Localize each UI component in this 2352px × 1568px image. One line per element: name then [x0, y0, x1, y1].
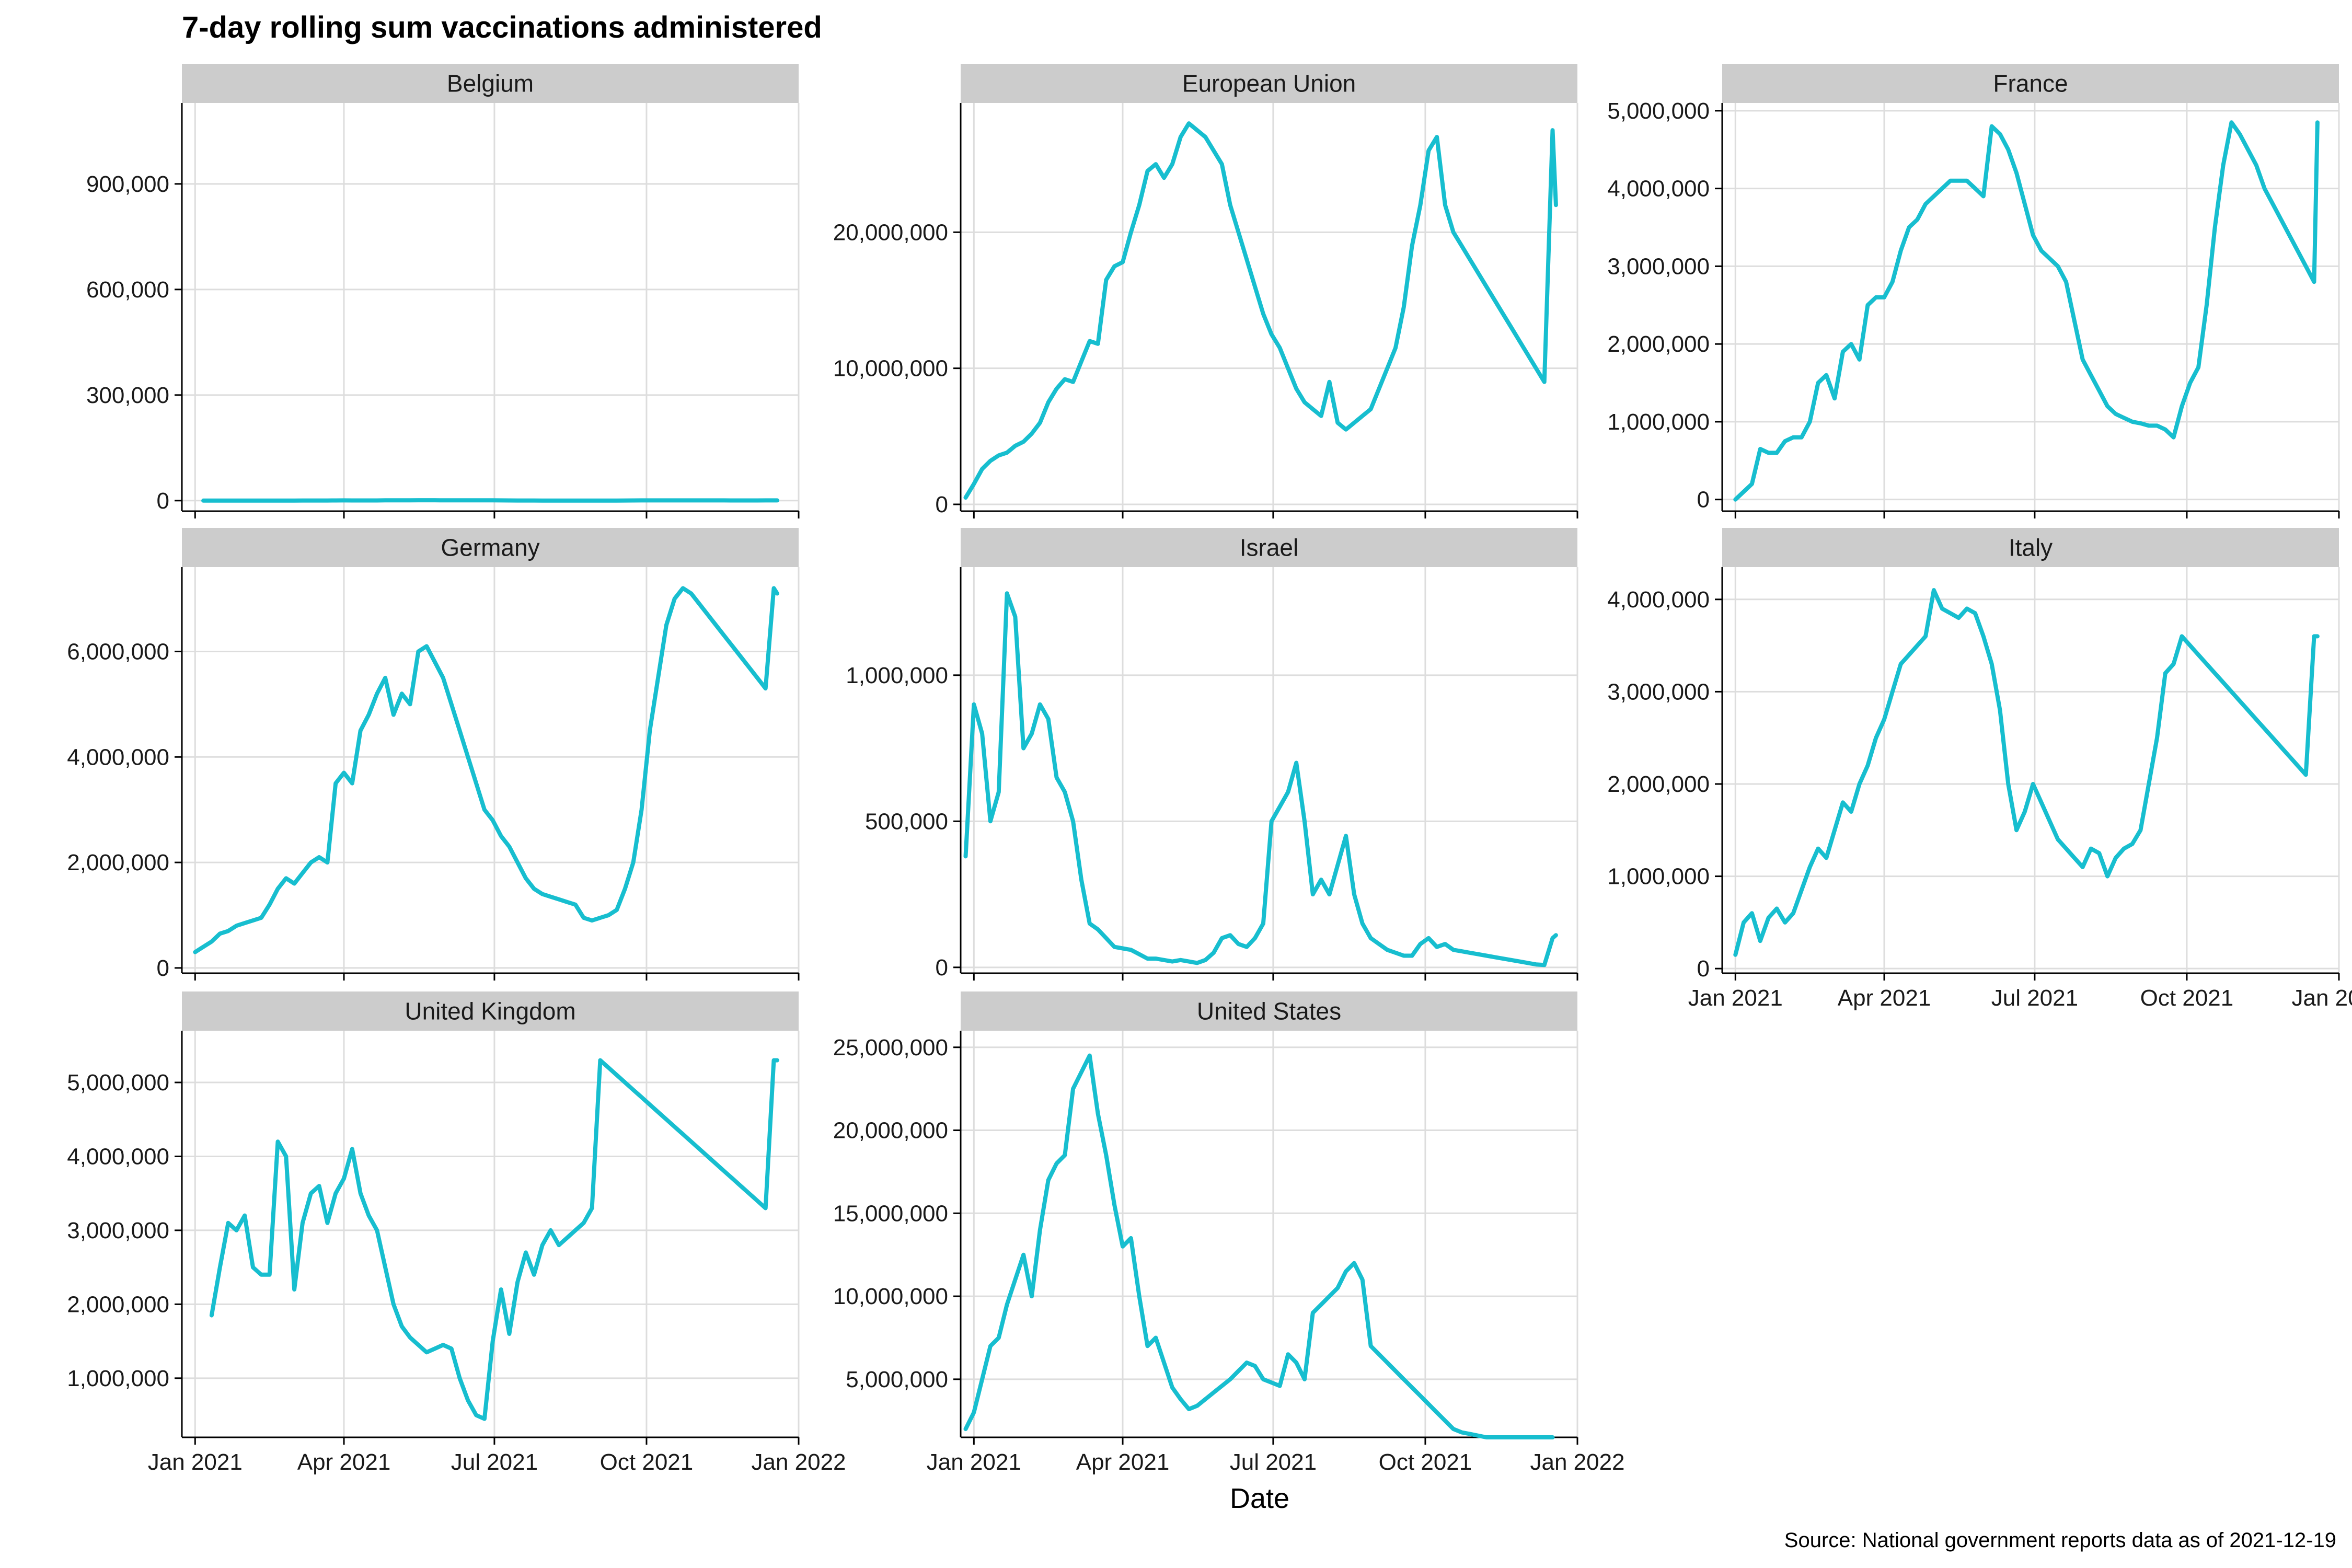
series-line-italy	[1733, 588, 2320, 957]
panel-title: Belgium	[447, 70, 534, 97]
panel-european-union: European Union 0 10,000,000 20,000,000	[833, 64, 1578, 518]
panel-title: Germany	[441, 534, 539, 561]
y-tick-label: 0	[936, 955, 948, 981]
panel-title: France	[1993, 70, 2068, 97]
source-caption: Source: National government reports data…	[1784, 1529, 2336, 1552]
x-tick-label: Jan 2021	[148, 1449, 243, 1475]
y-tick-label: 20,000,000	[833, 220, 948, 245]
y-tick-label: 10,000,000	[833, 1284, 948, 1309]
y-tick-label: 4,000,000	[1607, 587, 1710, 613]
x-tick-label: Apr 2021	[1838, 985, 1931, 1011]
panel-israel: Israel 0 500,000 1,000,000	[846, 528, 1578, 981]
chart-title: 7-day rolling sum vaccinations administe…	[182, 10, 822, 44]
panel-strip	[182, 991, 799, 1031]
panel-title: Italy	[2009, 534, 2053, 561]
series-line-belgium	[201, 498, 779, 503]
y-tick-label: 5,000,000	[67, 1070, 169, 1096]
y-tick-label: 3,000,000	[1607, 253, 1710, 279]
y-tick-label: 2,000,000	[1607, 331, 1710, 357]
series-line-european-union	[963, 121, 1558, 500]
y-tick-label: 15,000,000	[833, 1201, 948, 1226]
y-tick-label: 6,000,000	[67, 639, 169, 664]
y-tick-label: 1,000,000	[67, 1366, 169, 1391]
panel-strip	[1722, 528, 2339, 567]
y-tick-label: 600,000	[86, 277, 169, 303]
series-line-israel	[963, 591, 1558, 967]
y-tick-label: 10,000,000	[833, 356, 948, 382]
panel-title: Israel	[1240, 534, 1298, 561]
y-tick-label: 5,000,000	[846, 1367, 948, 1392]
series-line-united-states	[963, 1053, 1555, 1439]
y-tick-label: 1,000,000	[1607, 409, 1710, 435]
y-tick-label: 20,000,000	[833, 1118, 948, 1144]
panel-united-states: United States 5,000,000 10,000,000 15,000,0…	[833, 991, 1625, 1475]
y-tick-label: 0	[936, 492, 948, 517]
panel-belgium: Belgium 0 300,000 600,000 900,000	[86, 64, 800, 518]
x-tick-label: Jul 2021	[1230, 1449, 1317, 1475]
panel-strip	[961, 528, 1577, 567]
x-tick-label: Oct 2021	[2140, 985, 2234, 1011]
y-tick-label: 5,000,000	[1607, 98, 1710, 124]
panel-title: European Union	[1182, 70, 1356, 97]
y-tick-label: 0	[157, 488, 169, 514]
x-tick-label: Apr 2021	[297, 1449, 391, 1475]
series-line-germany	[193, 586, 779, 954]
x-tick-label: Jan 2021	[927, 1449, 1021, 1475]
panel-italy: Italy 0 1,000,000 2,000,000 3,000,000 4,000,0…	[1607, 528, 2352, 1011]
panel-strip	[182, 528, 799, 567]
panel-strip	[182, 64, 799, 103]
panel-title: United States	[1197, 998, 1341, 1025]
x-tick-label: Jan 2021	[1688, 985, 1783, 1011]
y-tick-label: 500,000	[865, 809, 948, 834]
series-line-france	[1733, 120, 2320, 502]
y-tick-label: 900,000	[86, 171, 169, 197]
y-tick-label: 4,000,000	[1607, 176, 1710, 202]
x-tick-label: Jan 2022	[751, 1449, 846, 1475]
series-line-united-kingdom	[209, 1058, 779, 1421]
panel-united-kingdom: United Kingdom 1,000,000 2,000,000 3,000,00…	[67, 991, 846, 1475]
x-tick-label: Oct 2021	[600, 1449, 694, 1475]
x-tick-label: Apr 2021	[1076, 1449, 1170, 1475]
panel-france: France 0 1,000,000 2,000,000 3,000,000 4,000,…	[1607, 64, 2340, 518]
y-tick-label: 0	[157, 955, 169, 981]
panel-strip	[961, 64, 1577, 103]
y-tick-label: 0	[1697, 487, 1710, 513]
x-tick-label: Oct 2021	[1379, 1449, 1472, 1475]
y-tick-label: 3,000,000	[67, 1218, 169, 1243]
x-tick-label: Jul 2021	[451, 1449, 538, 1475]
panel-title: United Kingdom	[405, 998, 575, 1025]
x-tick-label: Jan 2022	[2291, 985, 2352, 1011]
panel-germany: Germany 0 2,000,000 4,000,000 6,000,000	[67, 528, 800, 981]
y-tick-label: 0	[1697, 956, 1710, 982]
panel-strip	[961, 991, 1577, 1031]
y-tick-label: 4,000,000	[67, 1144, 169, 1169]
y-tick-label: 300,000	[86, 383, 169, 408]
y-tick-label: 3,000,000	[1607, 679, 1710, 705]
y-tick-label: 4,000,000	[67, 744, 169, 770]
x-tick-label: Jan 2022	[1530, 1449, 1624, 1475]
y-tick-label: 1,000,000	[1607, 864, 1710, 890]
y-tick-label: 2,000,000	[67, 850, 169, 875]
x-axis-title: Date	[1230, 1483, 1289, 1514]
panel-strip	[1722, 64, 2339, 103]
y-tick-label: 25,000,000	[833, 1035, 948, 1060]
x-tick-label: Jul 2021	[1991, 985, 2078, 1011]
y-tick-label: 2,000,000	[1607, 771, 1710, 797]
y-tick-label: 2,000,000	[67, 1292, 169, 1317]
y-tick-label: 1,000,000	[846, 663, 948, 688]
